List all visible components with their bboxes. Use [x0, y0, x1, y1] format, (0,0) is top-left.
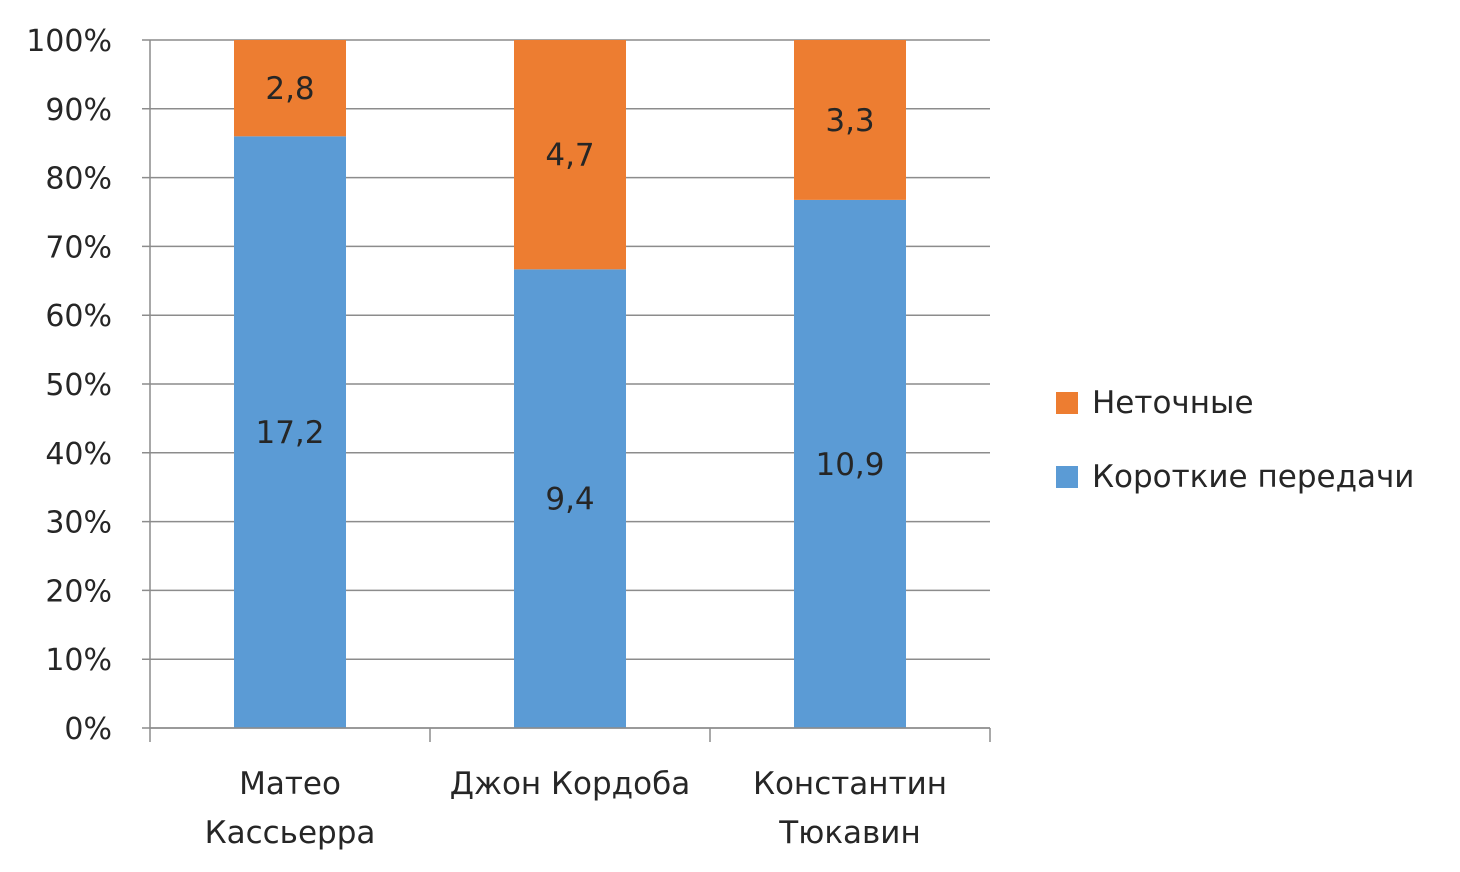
y-tick-label: 0% [64, 712, 112, 747]
x-tick-label: Кассьерра [205, 815, 376, 851]
bar-short-passes [234, 136, 346, 728]
legend-item-inaccurate: Неточные [1056, 380, 1414, 426]
x-tick-label: Джон Кордоба [450, 766, 690, 802]
data-labels: 17,2 2,8 9,4 4,7 10,9 3,3 [255, 71, 884, 518]
y-tick-label: 30% [45, 506, 112, 541]
y-tick-label: 20% [45, 574, 112, 609]
bar-inaccurate [234, 40, 346, 137]
y-tick-label: 90% [45, 93, 112, 128]
legend-label-short-passes: Короткие передачи [1092, 459, 1415, 495]
y-tick-label: 60% [45, 299, 112, 334]
data-label: 17,2 [255, 415, 324, 451]
legend: Неточные Короткие передачи [1056, 380, 1414, 528]
axes: 0% 10% 20% 30% 40% 50% 60% 70% 80% 90% 100% Матео Ка… [26, 24, 991, 851]
bar-short-passes [514, 269, 626, 728]
data-label: 4,7 [545, 138, 594, 174]
y-tick-label: 100% [26, 24, 112, 59]
x-tick-label: Матео [239, 766, 341, 802]
bar-inaccurate [514, 40, 626, 270]
data-label: 2,8 [265, 71, 314, 107]
bar-short-passes [794, 199, 906, 728]
bar-inaccurate [794, 40, 906, 200]
y-tick-label: 50% [45, 368, 112, 403]
y-tick-label: 40% [45, 437, 112, 472]
data-label: 10,9 [815, 447, 884, 483]
legend-item-short-passes: Короткие передачи [1056, 454, 1414, 500]
data-label: 3,3 [825, 103, 874, 139]
legend-swatch-short-passes [1056, 466, 1078, 488]
bars [234, 40, 906, 728]
y-tick-label: 10% [45, 643, 112, 678]
x-tick-label: Константин [753, 766, 947, 802]
y-tick-label: 80% [45, 162, 112, 197]
legend-label-inaccurate: Неточные [1092, 385, 1254, 421]
y-tick-label: 70% [45, 230, 112, 265]
data-label: 9,4 [545, 482, 594, 518]
x-tick-label: Тюкавин [778, 815, 920, 851]
legend-swatch-inaccurate [1056, 392, 1078, 414]
